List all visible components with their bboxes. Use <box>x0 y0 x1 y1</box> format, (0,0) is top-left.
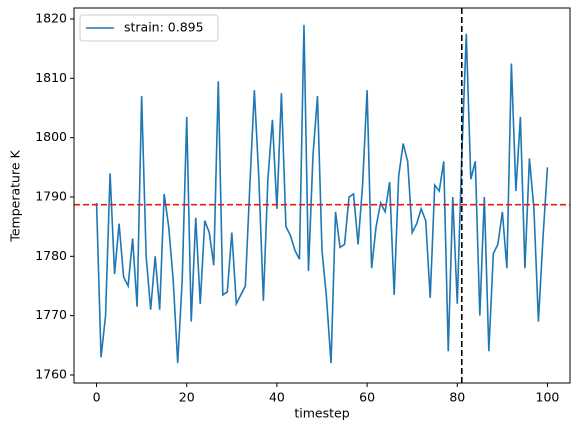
x-tick-label: 60 <box>359 390 375 405</box>
legend-box <box>79 14 219 42</box>
y-tick-label: 1800 <box>35 129 67 144</box>
data-line <box>95 24 549 364</box>
x-tick-label: 40 <box>269 390 285 405</box>
y-tick-label: 1820 <box>35 10 67 25</box>
x-tick-label: 100 <box>536 390 560 405</box>
y-axis-label: Temperature K <box>8 150 23 243</box>
y-tick-label: 1780 <box>35 248 67 263</box>
y-tick-label: 1810 <box>35 70 67 85</box>
x-tick-label: 20 <box>179 390 195 405</box>
x-tick-label: 80 <box>449 390 465 405</box>
y-tick-label: 1760 <box>35 366 67 381</box>
y-tick-label: 1790 <box>35 188 67 203</box>
x-axis-label: timestep <box>294 406 349 421</box>
y-tick-label: 1770 <box>35 307 67 322</box>
x-tick-label: 0 <box>93 390 101 405</box>
plot-frame <box>73 7 571 384</box>
legend-label: strain: 0.895 <box>124 20 204 35</box>
